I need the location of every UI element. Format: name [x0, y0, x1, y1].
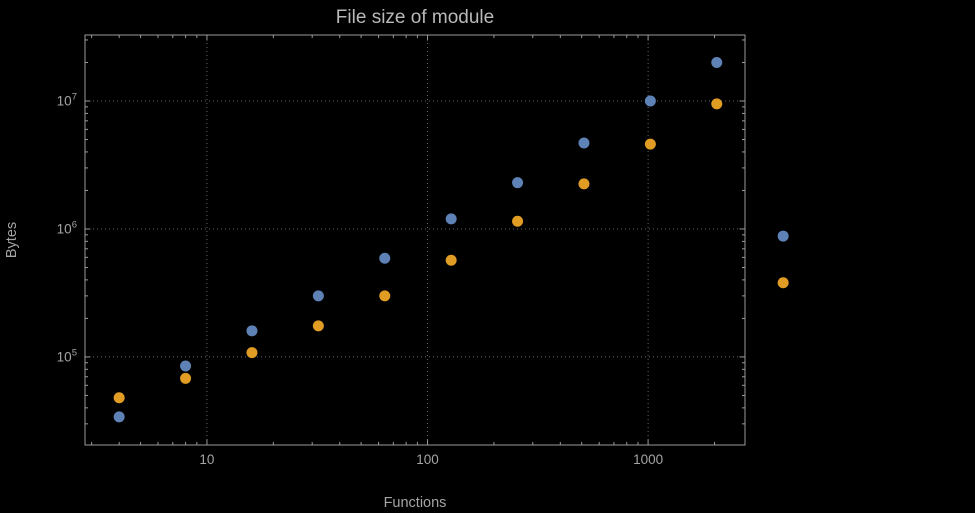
- data-point-blue: [644, 95, 656, 107]
- data-point-blue: [312, 290, 324, 302]
- data-point-orange: [711, 98, 723, 110]
- y-tick-label: 106: [57, 219, 77, 236]
- data-point-blue: [711, 56, 723, 68]
- data-point-blue: [578, 137, 590, 149]
- y-tick-label: 105: [57, 347, 77, 364]
- plot-frame: [84, 34, 746, 446]
- y-axis-label: Bytes: [4, 222, 20, 258]
- y-tick-label: 107: [57, 92, 77, 109]
- data-point-orange: [379, 290, 391, 302]
- x-tick-label: 100: [416, 452, 439, 467]
- x-tick-label: 10: [199, 452, 214, 467]
- data-point-blue: [246, 325, 258, 337]
- data-point-orange: [644, 138, 656, 150]
- chart-title: File size of module: [336, 7, 494, 28]
- plot-render-layer: 10 100 1000 105 106 107: [57, 34, 789, 467]
- data-point-orange: [445, 254, 457, 266]
- data-point-orange: [578, 178, 590, 190]
- data-point-blue: [113, 411, 125, 423]
- data-point-orange: [246, 347, 258, 359]
- x-axis-label: Functions: [384, 495, 447, 511]
- data-point-orange: [113, 392, 125, 404]
- data-point-orange: [777, 277, 789, 289]
- data-point-blue: [445, 213, 457, 225]
- data-point-blue: [512, 177, 524, 189]
- data-point-orange: [180, 372, 192, 384]
- data-point-blue: [777, 230, 789, 242]
- data-point-orange: [312, 320, 324, 332]
- data-point-orange: [512, 215, 524, 227]
- x-tick-label: 1000: [633, 452, 663, 467]
- data-point-blue: [180, 360, 192, 372]
- data-point-blue: [379, 252, 391, 264]
